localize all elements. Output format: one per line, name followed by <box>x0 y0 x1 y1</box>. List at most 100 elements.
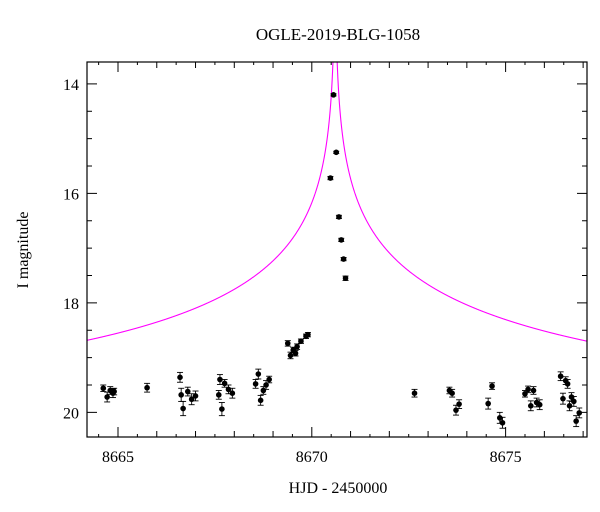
data-marker <box>266 376 272 383</box>
data-marker <box>263 382 269 388</box>
data-point <box>489 382 496 390</box>
data-point <box>340 256 347 262</box>
data-marker <box>111 388 117 395</box>
data-point <box>564 379 571 389</box>
data-point <box>342 275 349 282</box>
data-point <box>266 375 273 384</box>
data-point <box>456 399 463 409</box>
data-marker <box>499 419 506 426</box>
data-marker <box>527 402 534 409</box>
data-marker <box>536 401 543 408</box>
data-marker <box>219 406 225 412</box>
data-marker <box>485 400 491 407</box>
data-point <box>327 175 334 181</box>
data-marker <box>178 392 184 398</box>
data-marker <box>100 385 107 392</box>
data-point <box>536 399 543 411</box>
data-marker <box>292 350 299 357</box>
x-tick-label: 8675 <box>490 449 522 466</box>
data-marker <box>257 397 264 404</box>
data-point <box>499 416 506 429</box>
data-marker <box>287 352 294 359</box>
data-marker <box>560 395 566 402</box>
data-marker <box>340 256 347 262</box>
data-marker <box>294 343 300 350</box>
data-point <box>338 237 345 243</box>
data-marker <box>284 340 291 347</box>
data-point <box>178 387 185 402</box>
data-point <box>411 388 418 398</box>
data-point <box>527 400 534 412</box>
data-point <box>559 392 566 405</box>
y-tick-label: 14 <box>63 77 79 94</box>
axis-ticks-layer <box>87 62 587 437</box>
data-point <box>218 402 225 417</box>
data-marker <box>177 374 183 381</box>
data-marker <box>456 401 462 407</box>
data-marker <box>192 393 199 399</box>
data-marker <box>564 381 571 387</box>
data-marker <box>229 390 236 397</box>
data-point <box>485 397 492 410</box>
data-point <box>287 351 294 360</box>
data-marker <box>327 175 334 181</box>
data-point <box>257 394 264 406</box>
data-marker <box>144 384 150 391</box>
data-points-layer <box>100 92 583 429</box>
y-tick-label: 20 <box>63 405 79 422</box>
data-point <box>184 386 191 397</box>
data-marker <box>305 331 311 338</box>
data-marker <box>571 398 577 405</box>
data-point <box>177 371 184 383</box>
data-marker <box>576 410 583 416</box>
y-tick-label: 18 <box>63 296 79 313</box>
data-point <box>335 214 342 220</box>
data-point <box>252 379 259 389</box>
data-marker <box>449 390 455 397</box>
data-point <box>576 407 583 419</box>
data-point <box>180 400 187 417</box>
data-point <box>333 149 340 156</box>
data-point <box>104 391 111 403</box>
data-point <box>297 338 304 344</box>
data-marker <box>489 383 495 389</box>
data-point <box>573 415 580 428</box>
x-tick-label: 8670 <box>296 449 328 466</box>
data-marker <box>333 149 340 156</box>
y-axis-label: I magnitude <box>15 212 32 289</box>
data-marker <box>525 386 531 393</box>
data-marker <box>298 338 304 344</box>
data-point <box>216 374 223 385</box>
data-point <box>557 371 564 382</box>
data-marker <box>215 392 222 398</box>
data-point <box>294 343 301 350</box>
data-point <box>229 387 236 399</box>
data-point <box>566 400 573 412</box>
data-point <box>263 380 270 390</box>
data-marker <box>217 376 223 383</box>
x-axis-label: HJD - 2450000 <box>289 480 388 497</box>
model-curve <box>86 61 588 342</box>
data-point <box>260 386 267 395</box>
data-marker <box>252 381 259 387</box>
data-marker <box>342 275 349 282</box>
data-point <box>144 382 151 393</box>
data-marker <box>566 402 573 409</box>
data-point <box>292 350 299 357</box>
data-marker <box>255 371 262 377</box>
chart-title: OGLE-2019-BLG-1058 <box>256 25 420 44</box>
data-point <box>525 385 532 394</box>
data-point <box>530 386 537 395</box>
data-marker <box>260 387 267 394</box>
data-point <box>330 92 337 98</box>
data-marker <box>336 214 342 220</box>
data-point <box>570 396 577 407</box>
data-point <box>284 340 291 347</box>
y-tick-label: 16 <box>63 186 79 203</box>
data-marker <box>411 390 418 397</box>
data-point <box>215 390 222 400</box>
data-point <box>255 368 262 380</box>
data-point <box>449 388 456 398</box>
model-layer <box>86 61 588 342</box>
